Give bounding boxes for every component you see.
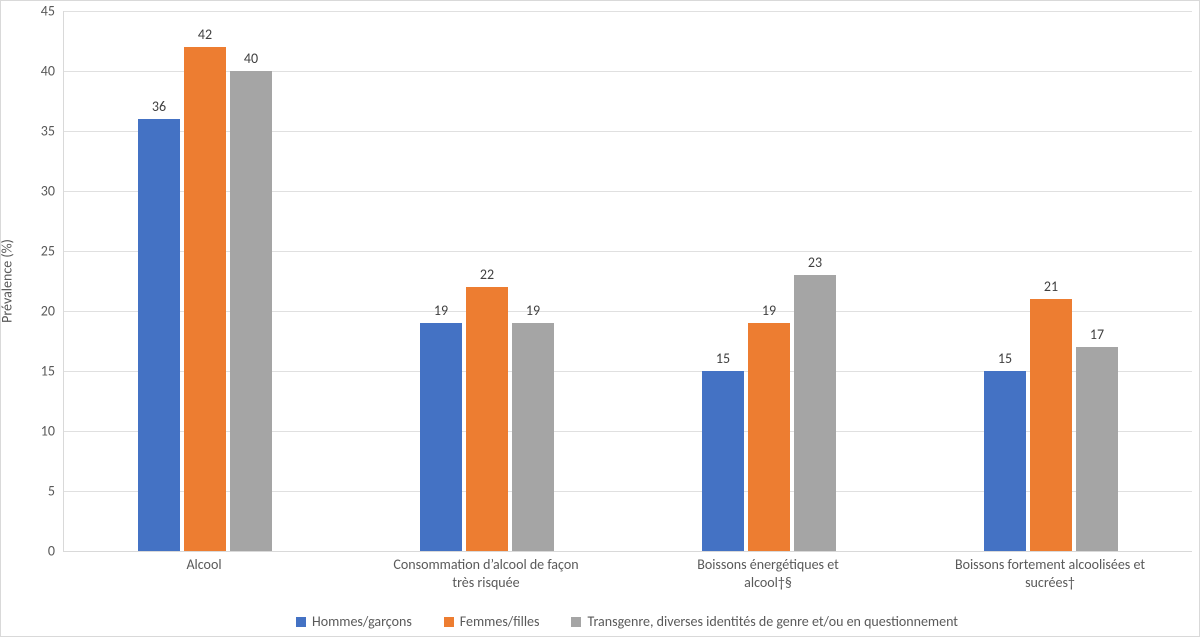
bar-data-label: 19 [749, 302, 789, 319]
legend-item: Hommes/garçons [296, 613, 412, 630]
legend-swatch [444, 617, 454, 627]
legend-item: Femmes/filles [444, 613, 540, 630]
bar [230, 71, 272, 551]
bar-data-label: 40 [231, 50, 271, 67]
bar [702, 371, 744, 551]
bar-data-label: 19 [513, 302, 553, 319]
gridline [64, 11, 1192, 12]
y-tick-label: 35 [15, 123, 55, 140]
bar-data-label: 22 [467, 266, 507, 283]
y-tick-label: 20 [15, 303, 55, 320]
category-label: Boissons énergétiques etalcool†§ [627, 556, 909, 591]
y-tick-label: 30 [15, 183, 55, 200]
legend-label: Transgenre, diverses identités de genre … [587, 613, 958, 630]
bar-data-label: 15 [985, 350, 1025, 367]
legend-label: Hommes/garçons [312, 613, 412, 630]
y-axis-title: Prévalence (%) [0, 239, 16, 323]
legend-label: Femmes/filles [460, 613, 540, 630]
legend-swatch [296, 617, 306, 627]
y-tick-label: 15 [15, 363, 55, 380]
category-label: Alcool [63, 556, 345, 574]
bar-data-label: 36 [139, 98, 179, 115]
bar [748, 323, 790, 551]
bar [466, 287, 508, 551]
category-label: Boissons fortement alcoolisées etsucrées… [909, 556, 1191, 591]
plot-area: 36 42 40 19 22 19 15 19 23 15 21 17 [63, 11, 1192, 552]
bar [420, 323, 462, 551]
legend: Hommes/garçons Femmes/filles Transgenre, d… [63, 613, 1191, 630]
bar [184, 47, 226, 551]
prevalence-bar-chart: Prévalence (%) 364240192219151923152117 … [0, 0, 1200, 637]
bar-data-label: 15 [703, 350, 743, 367]
bar [984, 371, 1026, 551]
y-tick-label: 25 [15, 243, 55, 260]
category-label: Consommation d’alcool de façontrès risqu… [345, 556, 627, 591]
bar [1076, 347, 1118, 551]
bar [1030, 299, 1072, 551]
y-tick-label: 45 [15, 3, 55, 20]
y-tick-label: 0 [15, 543, 55, 560]
bar-data-label: 19 [421, 302, 461, 319]
legend-item: Transgenre, diverses identités de genre … [571, 613, 958, 630]
y-tick-label: 10 [15, 423, 55, 440]
bar-data-label: 23 [795, 254, 835, 271]
bar [794, 275, 836, 551]
legend-swatch [571, 617, 581, 627]
bar [512, 323, 554, 551]
y-tick-label: 40 [15, 63, 55, 80]
bar [138, 119, 180, 551]
bar-data-label: 42 [185, 26, 225, 43]
bar-data-label: 17 [1077, 326, 1117, 343]
bar-data-label: 21 [1031, 278, 1071, 295]
y-tick-label: 5 [15, 483, 55, 500]
